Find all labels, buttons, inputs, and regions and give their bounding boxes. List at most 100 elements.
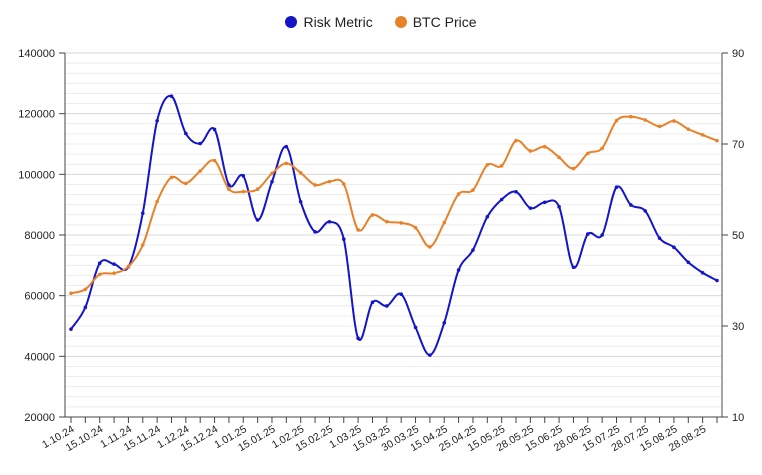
risk-metric-point bbox=[169, 94, 174, 99]
btc-price-point bbox=[485, 163, 490, 167]
btc-price-point bbox=[198, 169, 202, 173]
btc-price-point bbox=[184, 181, 188, 186]
btc-price-point bbox=[399, 221, 403, 225]
risk-metric-point bbox=[413, 325, 418, 330]
risk-metric-point bbox=[528, 206, 533, 210]
btc-price-point bbox=[514, 138, 518, 143]
risk-metric-point bbox=[241, 174, 246, 178]
risk-metric-point bbox=[255, 218, 260, 222]
risk-metric-point bbox=[657, 236, 662, 240]
risk-metric-point bbox=[227, 183, 231, 187]
risk-metric-point bbox=[298, 199, 303, 204]
btc-price-point bbox=[341, 182, 346, 186]
risk-metric-point bbox=[586, 232, 590, 236]
legend-label: Risk Metric bbox=[303, 14, 373, 30]
btc-price-point bbox=[557, 155, 561, 160]
btc-price-point bbox=[413, 225, 418, 230]
btc-price-point bbox=[140, 243, 145, 247]
btc-price-point bbox=[586, 151, 590, 156]
btc-price-point bbox=[83, 287, 88, 292]
risk-metric-point bbox=[184, 131, 188, 136]
btc-price-point bbox=[428, 245, 432, 249]
btc-price-point bbox=[212, 158, 217, 163]
risk-metric-point bbox=[600, 233, 604, 237]
risk-metric-point bbox=[284, 144, 289, 149]
btc-price-point bbox=[672, 119, 676, 123]
left-tick-label: 60000 bbox=[24, 291, 55, 303]
btc-price-point bbox=[327, 179, 332, 184]
risk-metric-point bbox=[715, 278, 719, 283]
risk-metric-point bbox=[542, 200, 547, 205]
btc-price-point bbox=[471, 188, 475, 192]
risk-metric-point bbox=[571, 265, 576, 270]
right-tick-label: 70 bbox=[732, 139, 744, 151]
btc-price-legend-marker bbox=[394, 16, 407, 28]
risk-metric-point bbox=[212, 127, 217, 132]
btc-price-point bbox=[313, 183, 317, 187]
risk-metric-point bbox=[270, 179, 274, 184]
legend: Risk Metric BTC Price bbox=[0, 14, 762, 30]
btc-price-point bbox=[298, 171, 303, 175]
risk-metric-point bbox=[155, 118, 159, 123]
btc-price-point bbox=[241, 189, 246, 194]
btc-price-line bbox=[70, 115, 718, 295]
risk-metric-point bbox=[327, 220, 332, 224]
risk-metric-point bbox=[428, 353, 432, 357]
btc-price-point bbox=[542, 144, 547, 149]
btc-price-point bbox=[442, 220, 447, 225]
btc-price-point bbox=[97, 272, 102, 277]
btc-price-point bbox=[571, 166, 576, 171]
risk-metric-point bbox=[97, 261, 102, 266]
left-tick-label: 80000 bbox=[24, 230, 55, 242]
left-tick-label: 120000 bbox=[18, 109, 55, 121]
btc-price-point bbox=[370, 213, 375, 217]
risk-metric-point bbox=[83, 305, 88, 310]
btc-price-point bbox=[528, 149, 533, 153]
btc-price-point bbox=[155, 199, 159, 204]
btc-price-point bbox=[499, 164, 504, 168]
btc-price-point bbox=[270, 171, 274, 176]
risk-metric-point bbox=[686, 260, 691, 265]
btc-price-point bbox=[715, 138, 719, 143]
btc-price-point bbox=[356, 228, 360, 232]
risk-metric-point bbox=[643, 209, 648, 213]
risk-metric-point bbox=[499, 197, 504, 202]
btc-price-point bbox=[69, 291, 73, 296]
risk-metric-point bbox=[341, 237, 346, 241]
risk-metric-point bbox=[456, 268, 461, 272]
right-tick-label: 10 bbox=[732, 412, 744, 424]
btc-price-point bbox=[284, 161, 289, 166]
btc-price-point bbox=[700, 133, 705, 137]
risk-metric-point bbox=[700, 270, 705, 275]
right-tick-label: 90 bbox=[732, 48, 744, 60]
legend-item-risk-metric[interactable]: Risk Metric bbox=[285, 14, 373, 30]
btc-price-point bbox=[126, 264, 131, 269]
risk-metric-legend-marker bbox=[285, 16, 298, 28]
btc-price-point bbox=[686, 127, 691, 131]
risk-metric-point bbox=[112, 262, 116, 266]
risk-metric-point bbox=[471, 248, 475, 252]
risk-metric-point bbox=[313, 230, 317, 234]
btc-price-point bbox=[600, 146, 604, 151]
risk-metric-point bbox=[629, 203, 633, 207]
right-tick-label: 50 bbox=[732, 230, 744, 242]
legend-item-btc-price[interactable]: BTC Price bbox=[394, 14, 477, 30]
risk-metric-point bbox=[557, 204, 561, 209]
btc-price-point bbox=[385, 219, 389, 224]
btc-price-point bbox=[112, 271, 116, 276]
risk-metric-point bbox=[485, 215, 490, 219]
btc-price-point bbox=[657, 124, 662, 129]
legend-label: BTC Price bbox=[412, 14, 477, 30]
btc-price-point bbox=[255, 187, 260, 191]
risk-metric-point bbox=[198, 141, 202, 146]
btc-price-point bbox=[456, 192, 461, 196]
left-tick-label: 20000 bbox=[24, 412, 55, 424]
risk-metric-point bbox=[672, 245, 676, 250]
left-tick-label: 140000 bbox=[18, 48, 55, 60]
left-tick-label: 40000 bbox=[24, 351, 55, 363]
risk-metric-point bbox=[385, 304, 389, 308]
risk-metric-line bbox=[70, 94, 718, 357]
btc-price-point bbox=[614, 118, 619, 123]
risk-metric-point bbox=[140, 211, 145, 215]
